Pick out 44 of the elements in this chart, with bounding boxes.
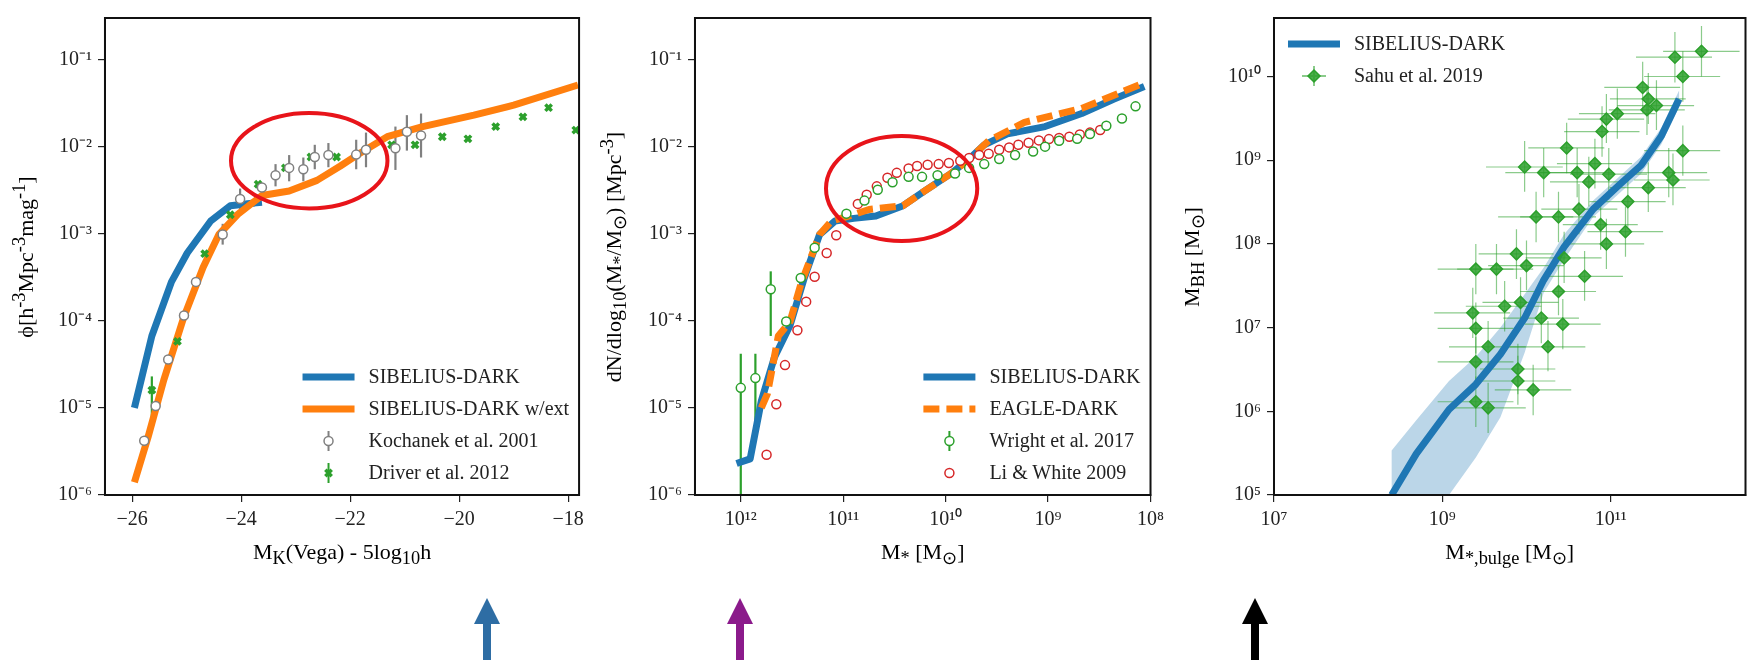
x-axis-title: M$_{*}$ [M$_{⊙}$] xyxy=(880,539,966,570)
y-tick-label: 10⁵ xyxy=(1234,482,1261,505)
y-tick-label: 10⁸ xyxy=(1234,231,1262,254)
y-tick-label: 10⁻² xyxy=(648,133,682,156)
y-tick-label: 10⁹ xyxy=(1234,147,1262,170)
x-tick-label: 10¹¹ xyxy=(827,507,860,530)
legend-label: EAGLE-DARK xyxy=(989,397,1119,420)
x-tick-label: 10⁷ xyxy=(1260,507,1288,530)
x-tick-label: −18 xyxy=(552,507,584,530)
y-tick-label: 10⁻⁴ xyxy=(57,308,92,331)
x-tick-label: 10⁹ xyxy=(1428,507,1456,530)
y-tick-label: 10⁻⁵ xyxy=(57,395,92,418)
x-tick-label: 10¹⁰ xyxy=(929,507,963,530)
x-axis-title: M$_{K}$(Vega) - 5log$_{10}$h xyxy=(251,539,433,570)
legend-label: SIBELIUS-DARK xyxy=(368,365,521,388)
y-tick-label: 10⁻¹ xyxy=(648,46,682,69)
y-tick-label: 10⁻⁶ xyxy=(647,482,682,505)
x-tick-label: 10¹¹ xyxy=(1594,507,1627,530)
legend-label: Wright et al. 2017 xyxy=(989,429,1135,453)
x-tick-label: 10⁹ xyxy=(1034,507,1062,530)
legend-label: SIBELIUS-DARK w/ext xyxy=(368,397,570,420)
x-tick-label: −22 xyxy=(334,507,366,530)
y-tick-label: 10⁶ xyxy=(1234,398,1262,421)
y-tick-label: 10⁻³ xyxy=(58,220,92,243)
y-tick-label: 10¹⁰ xyxy=(1228,63,1261,86)
legend-label: Kochanek et al. 2001 xyxy=(368,429,539,452)
x-axis-title: M$_{*,bulge}$ [M$_{⊙}$] xyxy=(1444,539,1576,570)
legend-label: Sahu et al. 2019 xyxy=(1354,64,1483,87)
y-tick-label: 10⁻⁴ xyxy=(647,308,682,331)
y-tick-label: 10⁷ xyxy=(1234,314,1262,337)
legend-label: SIBELIUS-DARK xyxy=(1354,32,1506,55)
y-tick-label: 10⁻² xyxy=(58,133,92,156)
y-tick-label: 10⁻³ xyxy=(648,220,682,243)
y-tick-label: 10⁻⁵ xyxy=(647,395,682,418)
legend-label: Li & White 2009 xyxy=(989,461,1127,484)
legend-label: SIBELIUS-DARK xyxy=(989,365,1142,388)
x-tick-label: −20 xyxy=(443,507,475,530)
x-tick-label: 10¹² xyxy=(724,507,757,530)
x-tick-label: 10⁸ xyxy=(1137,507,1165,530)
y-tick-label: 10⁻¹ xyxy=(58,46,92,69)
y-tick-label: 10⁻⁶ xyxy=(57,482,92,505)
x-tick-label: −24 xyxy=(225,507,257,530)
legend-label: Driver et al. 2012 xyxy=(368,461,510,484)
x-tick-label: −26 xyxy=(116,507,148,530)
